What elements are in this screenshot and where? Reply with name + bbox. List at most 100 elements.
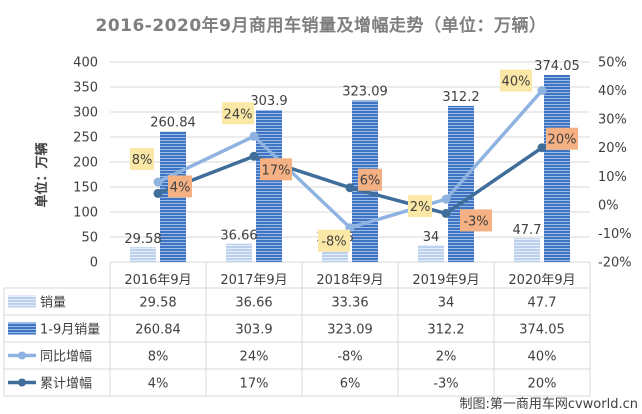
table-cell: 323.09 bbox=[327, 323, 373, 338]
bar-sales bbox=[226, 243, 252, 262]
table-cell: 40% bbox=[528, 350, 557, 365]
bar-sales-label: 34 bbox=[423, 230, 440, 245]
table-cell: -3% bbox=[433, 377, 458, 392]
right-tick-label: 50% bbox=[598, 56, 627, 71]
right-axis: -20% -10% 0% 10% 20% 30% 40% 50% bbox=[598, 56, 632, 271]
left-tick-label: 50 bbox=[81, 231, 98, 246]
right-tick-label: 30% bbox=[598, 113, 627, 128]
table-cell: 303.9 bbox=[235, 323, 272, 338]
bar-ytd-label: 303.9 bbox=[250, 94, 287, 109]
legend-label: 销量 bbox=[40, 296, 66, 311]
ytd-growth-label: 4% bbox=[170, 180, 191, 195]
left-tick-label: 350 bbox=[73, 81, 98, 96]
category-label: 2016年9月 bbox=[124, 273, 191, 288]
bar-sales bbox=[514, 238, 540, 262]
table-cell: 6% bbox=[340, 377, 361, 392]
left-tick-label: 250 bbox=[73, 131, 98, 146]
legend-marker bbox=[18, 378, 26, 387]
point-ytd bbox=[537, 143, 547, 153]
category-label: 2020年9月 bbox=[508, 273, 575, 288]
line-label-bg bbox=[358, 168, 382, 191]
bar-ytd-label: 312.2 bbox=[442, 90, 479, 105]
point-yoy bbox=[537, 86, 547, 96]
left-tick-label: 100 bbox=[73, 206, 98, 221]
point-ytd bbox=[345, 183, 355, 193]
table-cell: 29.58 bbox=[139, 296, 176, 311]
legend-swatch bbox=[8, 295, 36, 308]
yoy-label: 8% bbox=[132, 153, 153, 168]
line-label-bg bbox=[168, 175, 192, 198]
table-cell: 24% bbox=[240, 350, 269, 365]
point-ytd bbox=[441, 208, 451, 218]
point-yoy bbox=[153, 177, 163, 187]
bar-sales bbox=[418, 245, 444, 262]
line-label-bg bbox=[260, 158, 292, 181]
yoy-label: -8% bbox=[321, 235, 346, 250]
right-tick-label: -20% bbox=[598, 256, 632, 271]
category-label: 2019年9月 bbox=[412, 273, 479, 288]
y-axis-label: 单位：万辆 bbox=[34, 142, 50, 207]
bar-sales-label: 36.66 bbox=[220, 229, 257, 244]
ytd-growth-label: 17% bbox=[262, 163, 291, 178]
line-label-bg bbox=[500, 69, 532, 92]
left-tick-label: 400 bbox=[73, 56, 98, 71]
bar-sales-label: 29.58 bbox=[124, 232, 161, 247]
point-ytd bbox=[249, 151, 259, 161]
yoy-label: 24% bbox=[224, 107, 253, 122]
bar-sales bbox=[130, 247, 156, 262]
table-cell: 260.84 bbox=[135, 323, 181, 338]
bar-ytd-sales bbox=[256, 110, 282, 262]
table-cell: 374.05 bbox=[519, 323, 565, 338]
bar-ytd-label: 260.84 bbox=[150, 116, 196, 131]
table-cell: 17% bbox=[240, 377, 269, 392]
table-cell: 8% bbox=[148, 350, 169, 365]
data-table: 销量 29.58 36.66 33.36 34 47.7 1-9月销量 260.84 303.9… bbox=[3, 262, 591, 397]
right-tick-label: 0% bbox=[598, 198, 619, 213]
point-yoy bbox=[441, 194, 451, 204]
right-tick-label: 10% bbox=[598, 170, 627, 185]
left-tick-label: 300 bbox=[73, 106, 98, 121]
left-tick-label: 0 bbox=[90, 256, 98, 271]
ytd-growth-label: 6% bbox=[360, 174, 381, 189]
table-cell: -8% bbox=[337, 350, 362, 365]
line-label-bg bbox=[408, 195, 432, 218]
table-cell: 34 bbox=[438, 296, 455, 311]
table-cell: 312.2 bbox=[427, 323, 464, 338]
category-label: 2018年9月 bbox=[316, 273, 383, 288]
point-ytd bbox=[153, 188, 163, 198]
chart-title: 2016-2020年9月商用车销量及增幅走势（单位：万辆） bbox=[95, 15, 546, 36]
ytd-growth-label: -3% bbox=[463, 214, 488, 229]
yoy-label: 40% bbox=[502, 75, 531, 90]
legend-label: 1-9月销量 bbox=[40, 323, 100, 338]
left-axis: 0 50 100 150 200 250 300 350 400 bbox=[73, 56, 98, 271]
left-tick-label: 150 bbox=[73, 181, 98, 196]
line-label-bg bbox=[546, 127, 578, 150]
bar-ytd-sales bbox=[544, 74, 570, 262]
legend-marker bbox=[18, 351, 26, 360]
bar-ytd-label: 323.09 bbox=[342, 84, 388, 99]
legend-label: 同比增幅 bbox=[40, 350, 92, 365]
table-cell: 36.66 bbox=[235, 296, 272, 311]
table-cell: 20% bbox=[528, 377, 557, 392]
line-label-bg bbox=[222, 102, 254, 125]
yoy-label: 2% bbox=[410, 200, 431, 215]
watermark: 制图:第一商用车网cvworld.cn bbox=[459, 396, 638, 412]
category-label: 2017年9月 bbox=[220, 273, 287, 288]
table-cell: 2% bbox=[436, 350, 457, 365]
legend-label: 累计增幅 bbox=[40, 377, 92, 392]
ytd-growth-label: 20% bbox=[548, 133, 577, 148]
table-cell: 4% bbox=[148, 377, 169, 392]
right-tick-label: 40% bbox=[598, 84, 627, 99]
bar-sales-label: 47.7 bbox=[513, 223, 542, 238]
left-tick-label: 200 bbox=[73, 156, 98, 171]
line-yoy-growth bbox=[157, 89, 544, 230]
value-labels: 29.58260.8436.66303.933.36323.0934312.24… bbox=[124, 59, 579, 288]
bar-ytd-label: 374.05 bbox=[534, 59, 580, 74]
line-label-bg bbox=[460, 209, 492, 232]
table-cell: 33.36 bbox=[331, 296, 368, 311]
right-tick-label: 20% bbox=[598, 141, 627, 156]
line-label-bg bbox=[318, 229, 350, 252]
point-yoy bbox=[249, 131, 259, 141]
